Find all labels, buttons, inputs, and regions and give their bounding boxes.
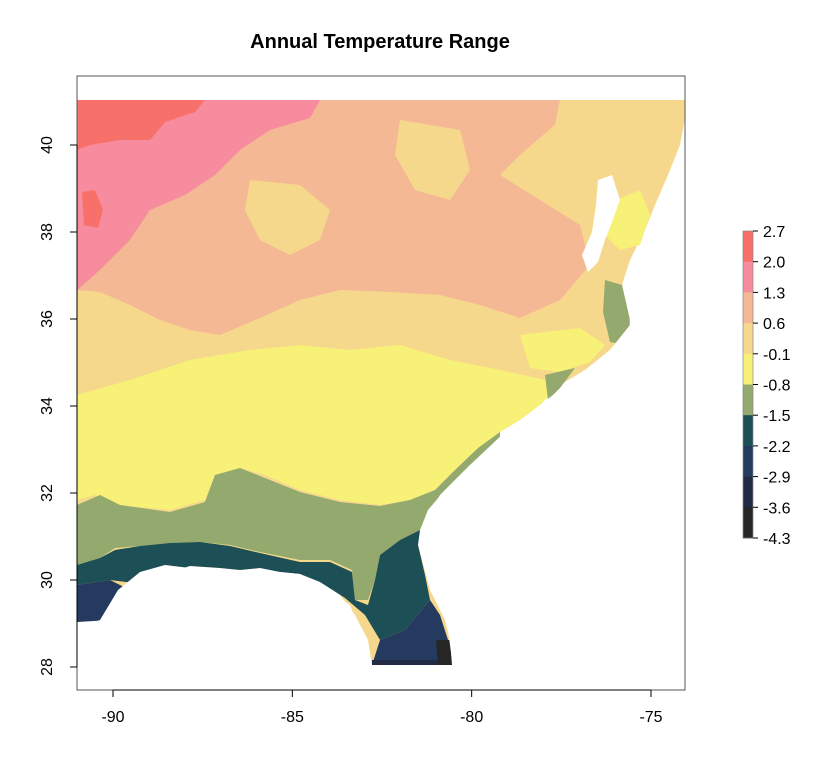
legend-label: -2.2 [763, 439, 791, 456]
zone-darkest [372, 660, 450, 665]
legend-label: -1.5 [763, 408, 791, 425]
map-raster [77, 100, 685, 690]
y-axis: 28 30 32 34 36 38 40 [39, 136, 78, 676]
x-tick-label: -80 [460, 709, 483, 726]
x-tick-label: -90 [101, 709, 124, 726]
legend-label: 1.3 [763, 285, 785, 302]
legend-label: 2.0 [763, 255, 785, 272]
zone-teal [77, 530, 430, 640]
zone-olive [77, 432, 500, 600]
legend-swatch [743, 384, 753, 416]
zone-pink [77, 100, 320, 290]
legend-label: -3.6 [763, 500, 791, 517]
legend-swatch [743, 292, 753, 324]
legend-swatch [743, 476, 753, 508]
y-tick-label: 36 [39, 310, 56, 328]
water-gulf [77, 565, 372, 665]
legend-swatch [743, 415, 753, 447]
legend-swatch [743, 261, 753, 293]
legend-swatch [743, 231, 753, 263]
legend-swatch [743, 353, 753, 385]
zone-paleyellow-1 [245, 180, 330, 255]
y-tick-label: 30 [39, 571, 56, 589]
zone-yellow-coast [520, 328, 605, 372]
y-tick-label: 40 [39, 136, 56, 154]
legend-swatch [743, 507, 753, 539]
legend-label: -0.1 [763, 347, 791, 364]
legend-label: -2.9 [763, 470, 791, 487]
zone-paleyellow-2 [395, 120, 470, 200]
x-axis: -90 -85 -80 -75 [101, 689, 663, 726]
legend-label: -4.3 [763, 531, 791, 548]
zone-navy-fl [372, 600, 450, 665]
color-legend: 2.7 2.0 1.3 0.6 -0.1 -0.8 -1.5 -2.2 -2.9 -3.6 -4.3 [742, 224, 791, 548]
zone-red-small [82, 190, 103, 228]
zone-red [77, 100, 205, 150]
zone-olive-outerbanks [603, 280, 630, 345]
map-title: Annual Temperature Range [250, 31, 510, 53]
x-tick-label: -75 [639, 709, 662, 726]
y-tick-label: 32 [39, 484, 56, 502]
y-tick-label: 28 [39, 658, 56, 676]
legend-label: 0.6 [763, 316, 785, 333]
water-ocean [422, 118, 685, 690]
legend-label: -0.8 [763, 378, 791, 395]
water-bay [582, 175, 620, 272]
zone-olive-sc [545, 368, 575, 400]
zone-yellow [77, 345, 560, 510]
legend-label: 2.7 [763, 224, 785, 241]
legend-swatch [743, 445, 753, 478]
zone-black [436, 640, 452, 665]
y-tick-label: 38 [39, 223, 56, 241]
legend-swatch [743, 323, 753, 355]
x-tick-label: -85 [281, 709, 304, 726]
y-tick-label: 34 [39, 397, 56, 415]
